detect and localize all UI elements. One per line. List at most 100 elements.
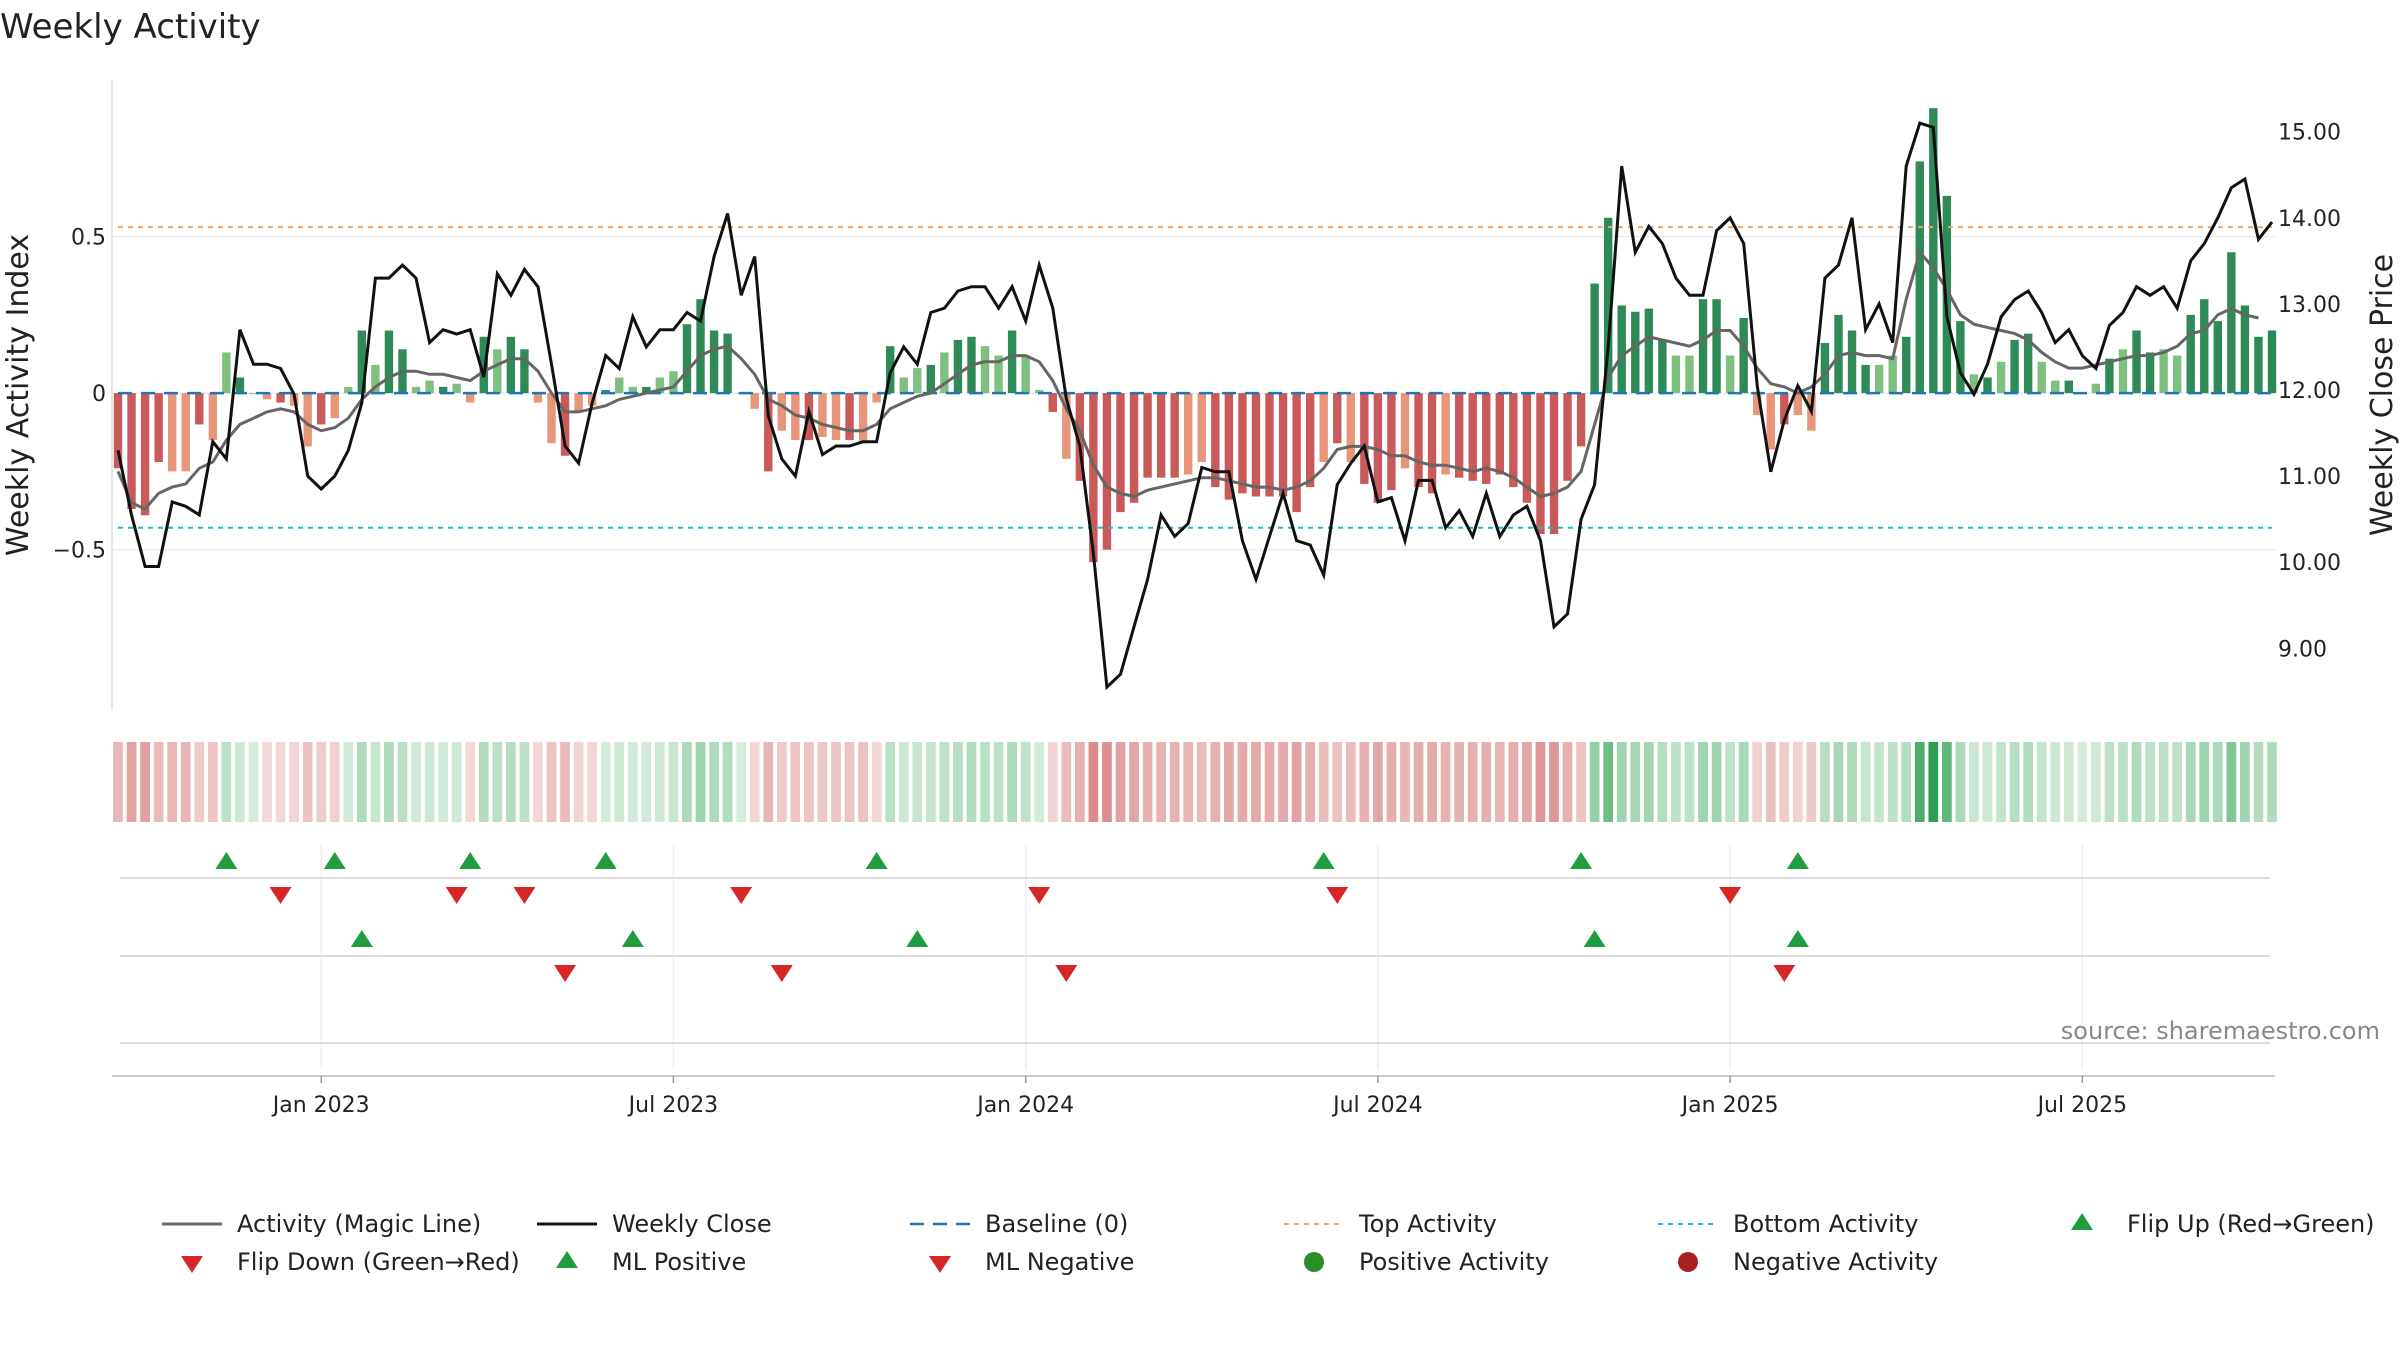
heat-cell — [804, 742, 814, 822]
weekly-close-line — [116, 121, 2274, 691]
y2-tick-label: 15.00 — [2278, 121, 2341, 146]
heat-cell — [1169, 742, 1180, 822]
heat-cell — [790, 742, 801, 822]
activity-bar — [560, 393, 570, 456]
activity-bar — [2064, 380, 2073, 394]
activity-bar — [872, 393, 881, 403]
flip-up-marker — [865, 852, 888, 869]
activity-bar — [317, 393, 326, 425]
y2-tick-label: 14.00 — [2278, 207, 2341, 232]
activity-bar — [2254, 336, 2263, 394]
activity-bar — [574, 393, 583, 412]
heat-cell — [682, 742, 692, 822]
heat-cell — [1901, 742, 1912, 822]
activity-bar — [1766, 393, 1775, 450]
heat-cell — [2158, 742, 2169, 822]
activity-bar — [831, 393, 841, 441]
y2-tick-label: 9.00 — [2278, 637, 2327, 662]
heat-cell — [1738, 742, 1749, 822]
legend-label: Flip Up (Red→Green) — [2127, 1210, 2375, 1238]
activity-bar — [235, 377, 245, 394]
heat-cell — [1210, 742, 1221, 822]
heat-cell — [1698, 742, 1708, 822]
x-tick-label: Jul 2025 — [2036, 1093, 2128, 1118]
legend-label: Positive Activity — [1359, 1248, 1549, 1276]
activity-bar — [1251, 393, 1261, 497]
legend-label: Activity (Magic Line) — [237, 1210, 481, 1238]
activity-bar — [533, 393, 543, 403]
activity-bar — [1333, 393, 1342, 444]
activity-bar — [520, 349, 529, 394]
activity-bar — [1536, 393, 1545, 535]
chart-title: Weekly Activity — [0, 7, 261, 47]
activity-bar — [1224, 393, 1234, 500]
ml-negative-marker — [554, 965, 577, 982]
heat-cell — [1887, 742, 1898, 822]
activity-bar — [777, 393, 787, 431]
activity-bar — [1671, 355, 1681, 394]
activity-bar — [208, 393, 218, 441]
activity-bar — [601, 390, 610, 394]
activity-bar — [818, 393, 827, 437]
activity-bar — [466, 393, 475, 403]
heat-cell — [817, 742, 828, 822]
activity-bar — [1062, 393, 1071, 459]
activity-bar — [1874, 364, 1884, 394]
activity-bar — [1793, 393, 1803, 416]
heat-cell — [2091, 742, 2101, 822]
heat-cell — [1454, 742, 1465, 822]
activity-bar — [709, 330, 719, 394]
legend-key-flip-up — [2071, 1213, 2093, 1230]
heat-cell — [1914, 742, 1925, 822]
heat-cell — [248, 742, 259, 822]
activity-bar — [1549, 393, 1559, 535]
activity-bar — [506, 336, 516, 394]
legend-key-ml-positive — [556, 1251, 578, 1268]
heat-cell — [953, 742, 963, 822]
activity-bar — [2159, 349, 2168, 394]
activity-bar — [1644, 308, 1654, 394]
heat-cell — [1833, 742, 1844, 822]
activity-bar — [1278, 393, 1288, 497]
heat-cell — [289, 742, 299, 822]
activity-bar — [764, 393, 773, 472]
flip-down-marker — [513, 887, 536, 904]
heat-cell — [1332, 742, 1343, 822]
heat-cell — [370, 742, 381, 822]
heat-cell — [2240, 742, 2250, 822]
heat-cell — [126, 742, 137, 822]
y2-tick-label: 12.00 — [2278, 379, 2341, 404]
activity-bar — [1522, 393, 1532, 503]
activity-bar — [1116, 393, 1125, 513]
activity-bar — [1156, 393, 1166, 478]
activity-bar — [655, 377, 665, 394]
activity-bar — [696, 299, 705, 394]
heat-cell — [627, 742, 638, 822]
activity-bar — [2145, 352, 2155, 394]
heat-cell — [465, 742, 476, 822]
series-lines — [116, 121, 2274, 691]
heat-cell — [1237, 742, 1248, 822]
heat-cell — [1535, 742, 1546, 822]
legend-item: Negative Activity — [1678, 1248, 1938, 1276]
activity-bar — [953, 339, 963, 394]
activity-bar — [1712, 299, 1721, 394]
heat-cell — [1427, 742, 1437, 822]
heat-cell — [1806, 742, 1817, 822]
ml-positive-marker — [621, 930, 644, 947]
heat-cell — [519, 742, 530, 822]
heat-cell — [1589, 742, 1600, 822]
heat-cell — [1196, 742, 1207, 822]
x-axis-ticks: Jan 2023 Jul 2023 Jan 2024 Jul 2024 Jan 2025… — [271, 1076, 2127, 1118]
activity-bar — [425, 380, 434, 394]
heat-cell — [2009, 742, 2020, 822]
y2-tick-label: 10.00 — [2278, 551, 2341, 576]
heat-cell — [1576, 742, 1586, 822]
activity-bar — [1441, 393, 1450, 475]
activity-bar — [858, 393, 868, 444]
heat-cell — [1413, 742, 1424, 822]
activity-bar — [1929, 108, 1938, 394]
y2-tick-label: 13.00 — [2278, 293, 2341, 318]
heat-cell — [180, 742, 191, 822]
